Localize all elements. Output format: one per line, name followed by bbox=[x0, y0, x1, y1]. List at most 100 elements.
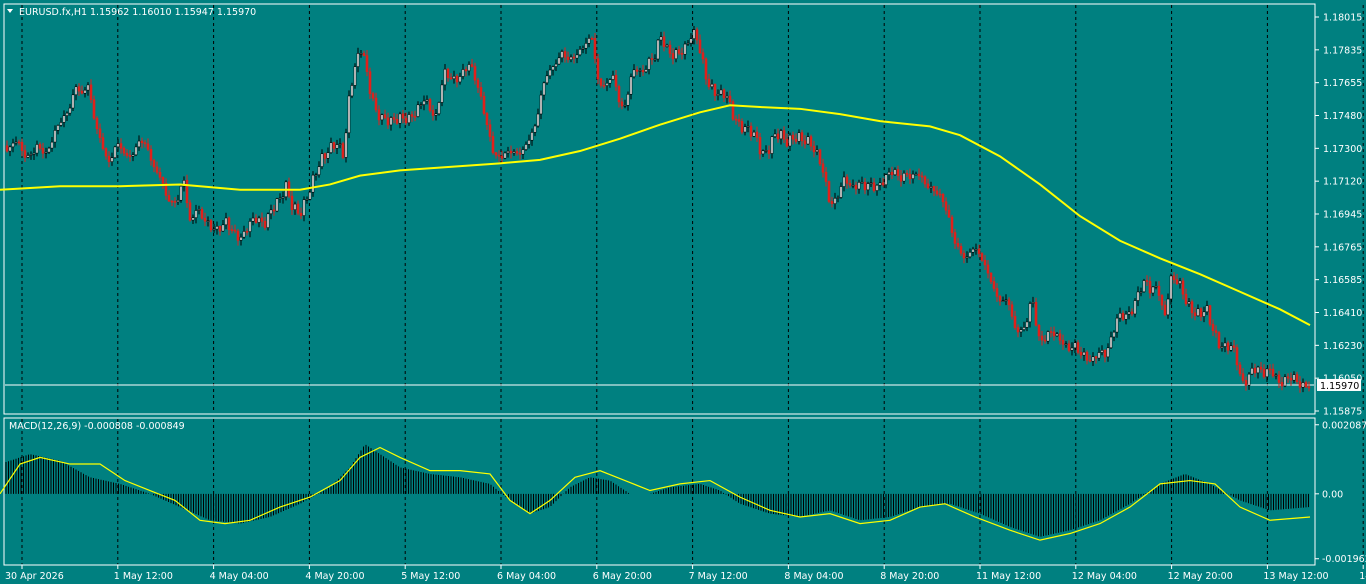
ohlc-readout: 1.15962 1.16010 1.15947 1.15970 bbox=[90, 7, 256, 18]
candle-body bbox=[569, 56, 573, 60]
candle-body bbox=[1052, 331, 1056, 337]
candle-body bbox=[29, 154, 33, 156]
candle-body bbox=[419, 104, 423, 106]
candle-body bbox=[371, 93, 375, 99]
candle-body bbox=[113, 146, 117, 159]
candle-body bbox=[953, 232, 957, 244]
candle-body bbox=[551, 66, 555, 71]
candle-body bbox=[1091, 356, 1095, 362]
candle-body bbox=[383, 114, 387, 119]
candle-body bbox=[350, 85, 354, 97]
candle-body bbox=[1241, 373, 1245, 381]
candle-body bbox=[89, 84, 93, 100]
candle-body bbox=[572, 56, 576, 59]
candle-body bbox=[395, 119, 399, 124]
candle-body bbox=[491, 136, 495, 153]
candle-body bbox=[233, 229, 237, 232]
candle-body bbox=[260, 217, 264, 222]
candle-body bbox=[317, 166, 321, 176]
candle-body bbox=[599, 78, 603, 86]
candle-body bbox=[83, 89, 87, 94]
candle-body bbox=[986, 264, 990, 274]
candle-body bbox=[674, 49, 678, 60]
candle-body bbox=[224, 217, 228, 226]
candle-body bbox=[323, 153, 327, 159]
candle-body bbox=[1274, 374, 1278, 377]
candle-body bbox=[1043, 339, 1047, 342]
candle-body bbox=[683, 43, 687, 55]
price-axis[interactable]: 1.18015 1.17835 1.17655 1.17480 1.17300 1.171… bbox=[1315, 13, 1362, 418]
candle-body bbox=[641, 70, 645, 73]
candle-body bbox=[185, 180, 189, 204]
candle-body bbox=[731, 101, 735, 120]
candle-body bbox=[935, 190, 939, 195]
price-label: 1.16765 bbox=[1323, 242, 1362, 253]
candle-body bbox=[860, 181, 864, 184]
candle-body bbox=[716, 93, 720, 96]
candle-body bbox=[1118, 312, 1122, 319]
candle-body bbox=[977, 248, 981, 254]
candle-body bbox=[707, 78, 711, 88]
current-price-tag: 1.15970 bbox=[1317, 378, 1361, 392]
candle-body bbox=[710, 83, 714, 88]
candle-body bbox=[650, 58, 654, 60]
candle-body bbox=[416, 104, 420, 117]
candle-body bbox=[272, 209, 276, 212]
candle-body bbox=[743, 126, 747, 133]
candle-body bbox=[1007, 299, 1011, 306]
candle-body bbox=[449, 77, 453, 80]
candle-body bbox=[1148, 281, 1152, 294]
candle-body bbox=[242, 231, 246, 238]
candle-body bbox=[476, 79, 480, 88]
candle-body bbox=[1223, 342, 1227, 347]
candle-body bbox=[125, 152, 129, 156]
candle-body bbox=[605, 82, 609, 86]
candle-body bbox=[668, 44, 672, 54]
candle-body bbox=[1058, 333, 1062, 341]
candle-body bbox=[701, 52, 705, 60]
time-label: 6 May 20:00 bbox=[593, 571, 652, 582]
candle-body bbox=[857, 182, 861, 190]
macd-axis[interactable]: 0.002087 0.00 -0.001962 bbox=[1315, 420, 1366, 565]
candle-body bbox=[299, 212, 303, 216]
candle-body bbox=[164, 182, 168, 196]
candle-body bbox=[305, 198, 309, 201]
candle-body bbox=[611, 75, 615, 80]
candle-body bbox=[635, 69, 639, 72]
candle-body bbox=[347, 95, 351, 134]
candle-body bbox=[1097, 352, 1101, 359]
candle-body bbox=[254, 217, 258, 223]
candle-body bbox=[872, 182, 876, 191]
candle-body bbox=[158, 172, 162, 178]
candle-body bbox=[1055, 333, 1059, 337]
symbol-header[interactable]: EURUSD.fx,H1 1.15962 1.16010 1.15947 1.1… bbox=[7, 7, 256, 18]
candle-body bbox=[827, 181, 831, 202]
candle-body bbox=[1130, 311, 1134, 315]
dropdown-arrow-icon[interactable] bbox=[7, 9, 13, 13]
candle-body bbox=[206, 220, 210, 222]
candle-body bbox=[1205, 305, 1209, 313]
candle-body bbox=[656, 39, 660, 60]
candle-body bbox=[689, 38, 693, 44]
candle-body bbox=[1064, 343, 1068, 346]
candle-body bbox=[263, 220, 267, 228]
candle-body bbox=[749, 125, 753, 137]
candle-body bbox=[839, 186, 843, 198]
time-axis[interactable]: 30 Apr 2026 1 May 12:00 4 May 04:00 4 May 2… bbox=[5, 565, 1366, 582]
candle-body bbox=[1151, 286, 1155, 294]
candle-body bbox=[728, 95, 732, 102]
candle-body bbox=[236, 230, 240, 241]
candle-body bbox=[494, 152, 498, 156]
candle-body bbox=[941, 194, 945, 203]
candle-body bbox=[389, 117, 393, 126]
candle-body bbox=[509, 150, 513, 154]
candle-body bbox=[800, 132, 804, 142]
candle-body bbox=[524, 144, 528, 150]
candle-body bbox=[1166, 298, 1170, 316]
candle-body bbox=[548, 69, 552, 77]
candle-body bbox=[1196, 308, 1200, 317]
candle-body bbox=[695, 29, 699, 41]
candle-body bbox=[17, 141, 21, 144]
candle-body bbox=[1082, 351, 1086, 356]
